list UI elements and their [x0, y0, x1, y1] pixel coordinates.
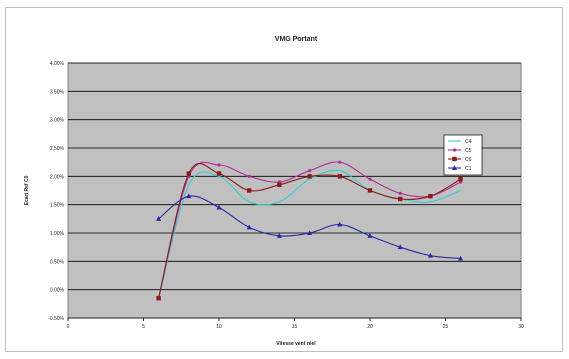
data-point: [337, 174, 342, 179]
legend-label: C1: [465, 166, 472, 172]
legend-label: C5: [465, 148, 472, 154]
x-tick-label: 10: [216, 324, 222, 330]
x-tick-label: 25: [443, 324, 449, 330]
data-point: [276, 233, 282, 238]
y-tick-label: 3.00%: [50, 118, 65, 124]
data-point: [337, 221, 343, 227]
legend-entry: C4: [448, 139, 472, 145]
data-point: [458, 176, 463, 182]
chart-title: VMG Portant: [275, 36, 318, 43]
x-tick-label: 0: [67, 324, 70, 330]
y-tick-label: 4.00%: [50, 61, 65, 67]
y-tick-label: 0.50%: [50, 259, 65, 265]
y-axis-ticks: -0.50% 0.00% 0.50% 1.00% 1.50% 2.00% 2.50% 3.00…: [48, 61, 64, 322]
series-layer: [156, 160, 464, 301]
data-point: [367, 233, 373, 238]
data-point: [216, 171, 222, 176]
data-point: [398, 191, 402, 195]
series-c1: [156, 193, 464, 261]
legend-entry: C6: [448, 156, 472, 163]
data-point: [156, 216, 162, 221]
y-axis-label: Ecart Ref C0: [24, 175, 30, 205]
legend-label: C6: [465, 157, 472, 163]
y-tick-label: 2.00%: [50, 174, 65, 180]
data-point: [367, 188, 373, 193]
x-tick-label: 20: [367, 324, 373, 330]
data-point: [308, 169, 312, 173]
data-point: [216, 204, 222, 210]
y-tick-label: 1.50%: [50, 203, 65, 209]
y-tick-label: 1.00%: [50, 231, 65, 237]
y-tick-label: 0.00%: [50, 288, 65, 294]
legend: C4 C5 C6 C1: [443, 134, 483, 176]
data-point: [307, 230, 313, 235]
data-point: [397, 244, 403, 250]
data-point: [398, 196, 403, 202]
data-point: [247, 188, 252, 193]
data-point: [427, 252, 433, 258]
x-axis-ticks: 0 5 10 15 20 25 30: [67, 318, 524, 330]
x-tick-label: 30: [518, 324, 524, 330]
x-axis-label: Vitesse vent réel: [276, 341, 316, 347]
series-line: [158, 163, 461, 299]
data-point: [452, 156, 457, 162]
y-tick-label: -0.50%: [48, 316, 64, 322]
chart-frame: VMG Portant -0.50% 0.00% 0.50% 1.00% 1.50% 2.…: [5, 7, 563, 352]
series-c4: [158, 169, 461, 299]
legend-label: C4: [465, 139, 472, 145]
data-point: [452, 148, 457, 152]
x-tick-label: 5: [142, 324, 145, 330]
series-line: [158, 161, 461, 299]
legend-items: C4 C5 C6 C1: [448, 139, 472, 172]
data-point: [186, 193, 192, 199]
data-point: [338, 160, 342, 164]
data-point: [246, 224, 252, 230]
data-point: [368, 177, 372, 181]
data-point: [186, 171, 191, 176]
data-point: [156, 295, 161, 301]
chart-svg: VMG Portant -0.50% 0.00% 0.50% 1.00% 1.50% 2.…: [24, 36, 524, 347]
data-point: [458, 255, 464, 261]
y-tick-label: 2.50%: [50, 146, 65, 152]
data-point: [247, 174, 251, 178]
series-c6: [156, 163, 463, 301]
data-point: [217, 163, 221, 167]
data-point: [307, 174, 312, 179]
x-tick-label: 15: [292, 324, 298, 330]
data-point: [428, 193, 433, 199]
series-line: [158, 169, 461, 299]
data-point: [451, 165, 458, 170]
data-point: [277, 182, 282, 188]
legend-entry: C5: [448, 148, 472, 154]
y-tick-label: 3.50%: [50, 89, 65, 95]
legend-entry: C1: [448, 165, 472, 172]
